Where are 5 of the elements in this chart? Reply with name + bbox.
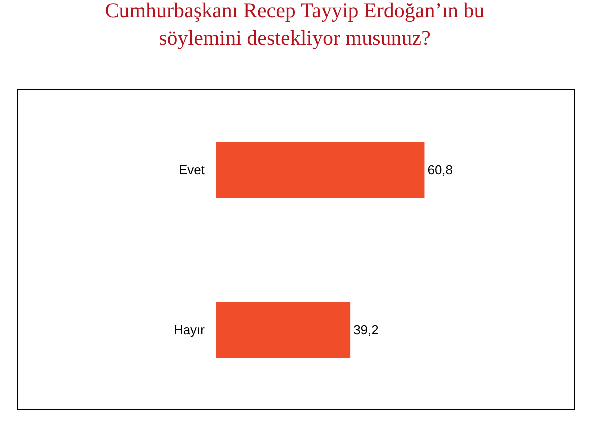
data-label: 39,2 (354, 322, 379, 338)
data-label: 60,8 (428, 162, 454, 178)
chart-title: Cumhurbaşkanı Recep Tayyip Erdoğan’ın bu söylemini destekliyor musunuz? (105, 0, 486, 50)
y-tick-label: Hayır (174, 322, 206, 338)
y-tick-label: Evet (178, 162, 206, 178)
